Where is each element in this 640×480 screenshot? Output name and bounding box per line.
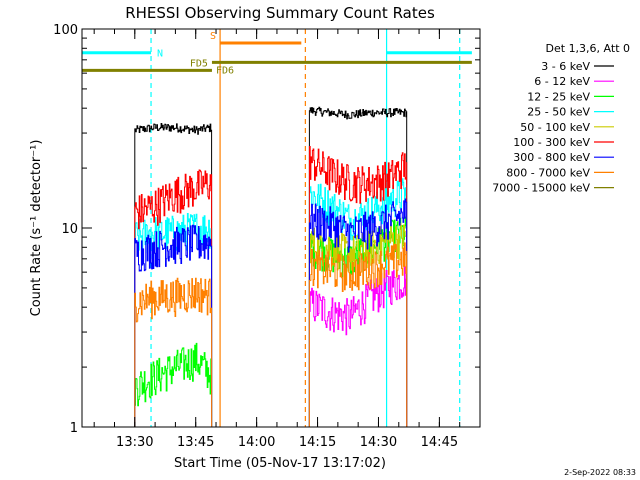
annotation-label: FD5: [190, 58, 208, 69]
annotation-label: S: [210, 31, 216, 42]
series-line: [134, 342, 213, 427]
x-tick-label: 14:15: [299, 435, 336, 450]
legend-entry-label: 300 - 800 keV: [513, 151, 590, 164]
annotation-label: FD6: [216, 65, 234, 76]
y-tick-label: 10: [61, 222, 78, 237]
axes: 13:30 13:45 14:00 14:15 14:30 14:45 1 10 100: [53, 23, 481, 450]
y-axis-label: Count Rate (s⁻¹ detector⁻¹): [29, 140, 44, 317]
legend-entry-label: 3 - 6 keV: [541, 60, 590, 73]
legend-entry-label: 25 - 50 keV: [527, 106, 590, 119]
legend-entry-label: 50 - 100 keV: [520, 121, 590, 134]
legend-title: Det 1,3,6, Att 0: [546, 42, 630, 55]
x-tick-label: 13:30: [116, 435, 153, 450]
legend-entry-label: 800 - 7000 keV: [506, 166, 590, 179]
x-tick-label: 14:30: [360, 435, 397, 450]
annotation-label: N: [157, 49, 163, 60]
y-tick-label: 100: [53, 23, 78, 38]
series-layer: [134, 106, 408, 427]
series-line: [308, 106, 408, 427]
legend-entry-label: 7000 - 15000 keV: [492, 182, 590, 195]
series-line: [134, 224, 213, 427]
x-tick-label: 14:00: [238, 435, 275, 450]
series-line: [308, 146, 408, 427]
legend-entry-label: 6 - 12 keV: [534, 75, 590, 88]
x-tick-label: 13:45: [177, 435, 214, 450]
series-line: [134, 123, 213, 427]
series-line: [134, 277, 213, 427]
series-line: [134, 169, 213, 427]
legend-entry-label: 12 - 25 keV: [527, 90, 590, 103]
chart-title: RHESSI Observing Summary Count Rates: [125, 4, 435, 22]
series-line: [308, 198, 408, 427]
series-line: [308, 242, 408, 427]
vertical-markers: [150, 29, 461, 427]
annotation-bars: N S FD5 FD6: [82, 31, 472, 76]
plot-frame: [81, 28, 481, 428]
series-line: [308, 263, 408, 427]
legend: Det 1,3,6, Att 0 3 - 6 keV 6 - 12 keV 12 -…: [492, 42, 630, 195]
legend-entry-label: 100 - 300 keV: [513, 136, 590, 149]
y-tick-label: 1: [70, 421, 78, 436]
x-tick-label: 14:45: [421, 435, 458, 450]
x-axis-label: Start Time (05-Nov-17 13:17:02): [174, 456, 386, 471]
timestamp: 2-Sep-2022 08:33: [564, 468, 636, 477]
